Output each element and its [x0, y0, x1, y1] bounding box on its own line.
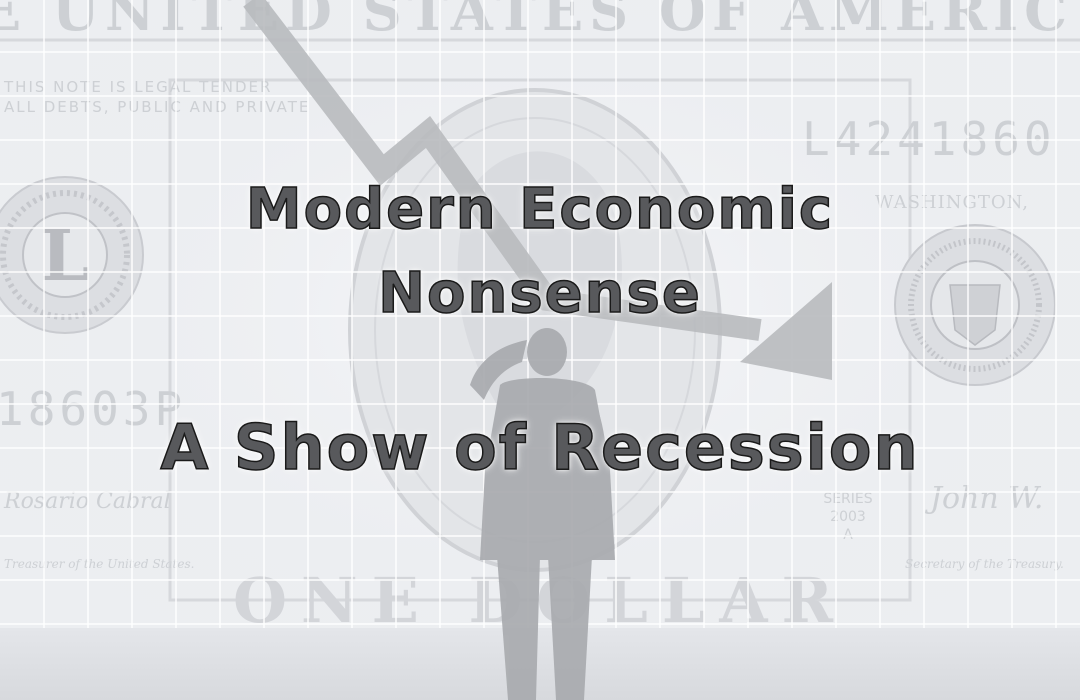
federal-reserve-seal: L: [0, 176, 144, 334]
person-silhouette-icon: [470, 328, 615, 700]
subtitle: A Show of Recession: [160, 411, 920, 485]
denomination-text: ONE DOLLAR: [233, 564, 847, 637]
series-label: SERIES: [823, 491, 872, 507]
portrait-oval: [348, 88, 722, 572]
downward-trend-arrow-icon: [243, 0, 832, 380]
signature-left: Rosario Cabral: [3, 489, 171, 514]
banknote-header: E UNITED STATES OF AMERIC: [0, 0, 1073, 43]
series-year: 2003: [830, 509, 866, 525]
city-text: WASHINGTON,: [875, 192, 1029, 213]
signature-right: John W.: [924, 481, 1043, 516]
serial-number-left: 18603P: [0, 382, 186, 436]
title-line-1: Modern Economic: [245, 177, 835, 243]
treasurer-label: Treasurer of the United States.: [4, 557, 194, 571]
legal-tender-text: THIS NOTE IS LEGAL TENDER: [3, 78, 272, 96]
secretary-label: Secretary of the Treasury.: [905, 557, 1064, 571]
title-line-2: Nonsense: [377, 261, 702, 327]
floor: [0, 628, 1080, 700]
legal-tender-text-2: ALL DEBTS, PUBLIC AND PRIVATE: [4, 98, 310, 116]
